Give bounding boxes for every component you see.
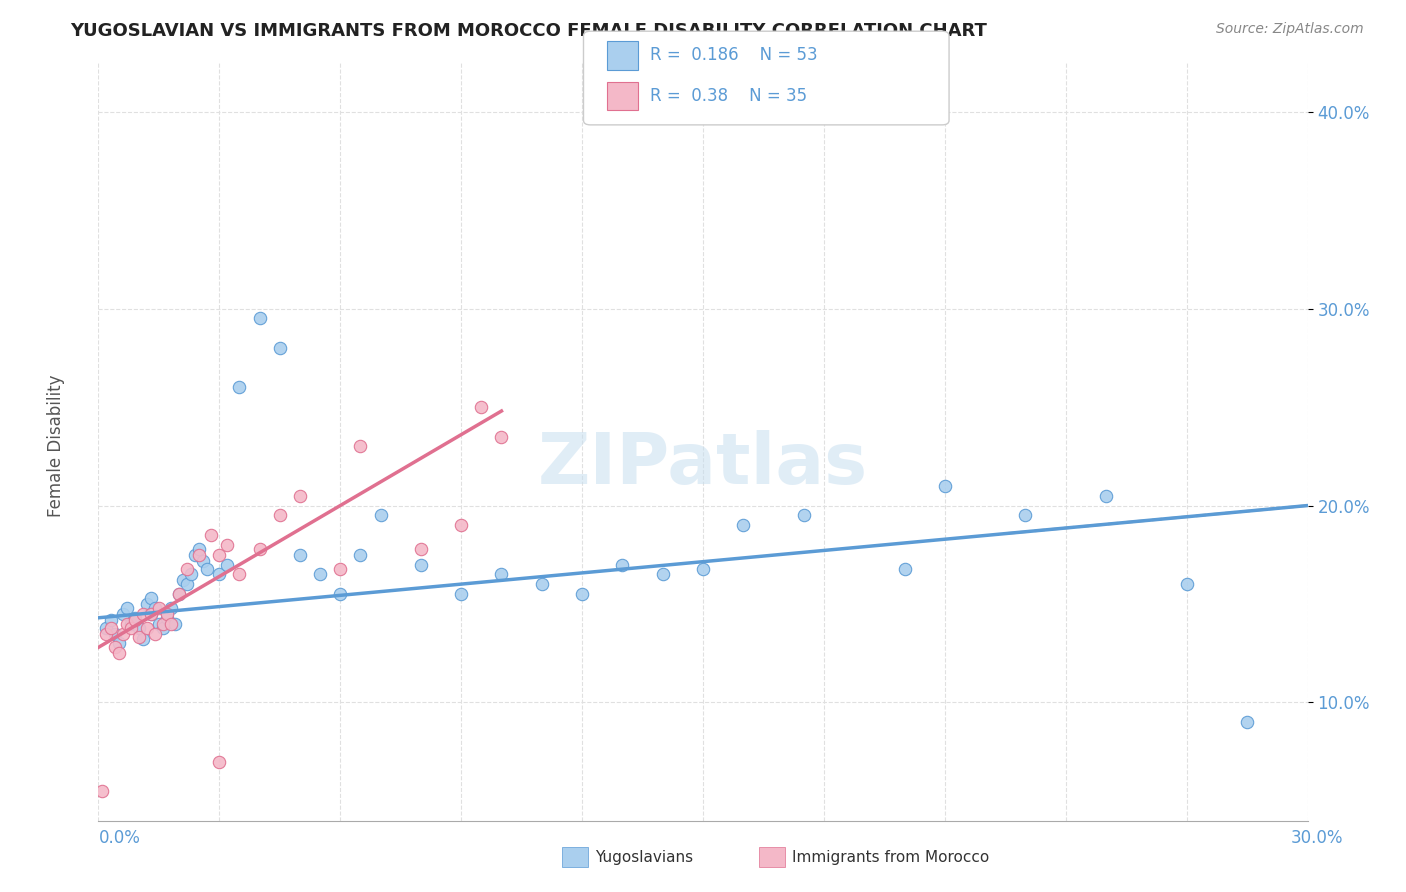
Point — [692, 561, 714, 575]
Point — [491, 429, 513, 443]
Point — [135, 597, 157, 611]
Point — [1095, 489, 1118, 503]
Point — [132, 607, 155, 621]
Point — [156, 607, 179, 621]
Point — [120, 616, 142, 631]
Point — [148, 601, 170, 615]
Point — [139, 591, 162, 606]
Text: YUGOSLAVIAN VS IMMIGRANTS FROM MOROCCO FEMALE DISABILITY CORRELATION CHART: YUGOSLAVIAN VS IMMIGRANTS FROM MOROCCO F… — [70, 22, 987, 40]
Point — [152, 621, 174, 635]
Point — [200, 528, 222, 542]
Point — [167, 587, 190, 601]
Point — [195, 561, 218, 575]
Text: 30.0%: 30.0% — [1291, 829, 1343, 847]
Point — [409, 541, 432, 556]
Point — [651, 567, 673, 582]
Point — [329, 561, 352, 575]
Point — [329, 587, 352, 601]
Point — [152, 616, 174, 631]
Text: Yugoslavians: Yugoslavians — [595, 850, 693, 864]
Point — [96, 621, 118, 635]
Point — [107, 646, 129, 660]
Point — [1236, 715, 1258, 730]
Point — [163, 616, 186, 631]
Point — [139, 607, 162, 621]
Point — [167, 587, 190, 601]
Point — [269, 508, 291, 523]
Point — [228, 567, 250, 582]
Point — [793, 508, 815, 523]
Point — [124, 613, 146, 627]
Point — [450, 518, 472, 533]
Point — [288, 548, 311, 562]
Point — [470, 400, 492, 414]
Point — [100, 613, 122, 627]
Point — [111, 626, 134, 640]
Point — [111, 607, 134, 621]
Point — [188, 548, 211, 562]
Text: R =  0.38    N = 35: R = 0.38 N = 35 — [650, 87, 807, 105]
Point — [228, 380, 250, 394]
Point — [612, 558, 634, 572]
Point — [120, 621, 142, 635]
Point — [172, 574, 194, 588]
Point — [269, 341, 291, 355]
Point — [288, 489, 311, 503]
Point — [139, 607, 162, 621]
Point — [143, 626, 166, 640]
Point — [132, 632, 155, 647]
Point — [193, 554, 215, 568]
Point — [103, 626, 125, 640]
Point — [160, 601, 183, 615]
Point — [160, 616, 183, 631]
Point — [184, 548, 207, 562]
Point — [217, 558, 239, 572]
Point — [176, 577, 198, 591]
Point — [124, 611, 146, 625]
Point — [934, 479, 956, 493]
Point — [1175, 577, 1198, 591]
Point — [1014, 508, 1036, 523]
Point — [128, 631, 150, 645]
Point — [143, 601, 166, 615]
Point — [115, 601, 138, 615]
Point — [103, 640, 125, 655]
Point — [249, 311, 271, 326]
Point — [128, 621, 150, 635]
Point — [370, 508, 392, 523]
Text: Immigrants from Morocco: Immigrants from Morocco — [792, 850, 988, 864]
Point — [893, 561, 915, 575]
Point — [733, 518, 755, 533]
Text: Female Disability: Female Disability — [48, 375, 65, 517]
Point — [208, 567, 231, 582]
Point — [249, 541, 271, 556]
Point — [309, 567, 332, 582]
Point — [208, 548, 231, 562]
Point — [491, 567, 513, 582]
Point — [180, 567, 202, 582]
Point — [115, 616, 138, 631]
Point — [188, 541, 211, 556]
Point — [571, 587, 593, 601]
Text: 0.0%: 0.0% — [98, 829, 141, 847]
Point — [176, 561, 198, 575]
Text: ZIPatlas: ZIPatlas — [538, 430, 868, 499]
Point — [96, 626, 118, 640]
Point — [409, 558, 432, 572]
Point — [349, 440, 371, 454]
Point — [530, 577, 553, 591]
Point — [107, 636, 129, 650]
Point — [91, 784, 114, 798]
Point — [217, 538, 239, 552]
Point — [135, 621, 157, 635]
Point — [156, 611, 179, 625]
Point — [450, 587, 472, 601]
Text: Source: ZipAtlas.com: Source: ZipAtlas.com — [1216, 22, 1364, 37]
Point — [100, 621, 122, 635]
Point — [349, 548, 371, 562]
Point — [208, 755, 231, 769]
Text: R =  0.186    N = 53: R = 0.186 N = 53 — [650, 46, 817, 64]
Point — [148, 616, 170, 631]
